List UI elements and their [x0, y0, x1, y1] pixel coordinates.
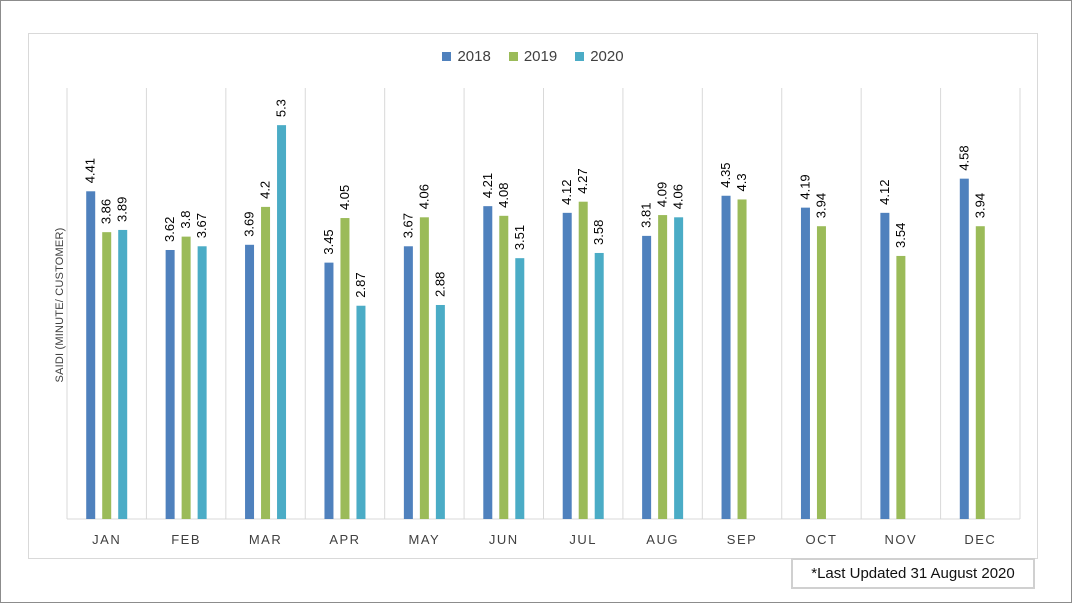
bar-may-2020 [435, 304, 445, 519]
data-label-nov-2018: 4.12 [877, 180, 892, 205]
legend-swatch-2020 [575, 52, 585, 61]
bar-apr-2019 [340, 218, 350, 520]
bar-apr-2020 [356, 305, 366, 519]
data-label-may-2018: 3.67 [400, 213, 415, 238]
bar-feb-2019 [181, 236, 191, 519]
data-label-aug-2019: 4.09 [655, 182, 670, 207]
data-label-aug-2018: 3.81 [639, 203, 654, 228]
bar-dec-2019 [975, 226, 985, 520]
bar-oct-2018 [800, 207, 810, 519]
legend-item-2018: 2018 [442, 48, 491, 65]
x-tick-label: SEP [727, 532, 758, 547]
bar-aug-2018 [642, 235, 652, 520]
data-label-jan-2018: 4.41 [83, 158, 98, 183]
data-label-jun-2020: 3.51 [512, 225, 527, 250]
bar-jan-2020 [118, 229, 128, 520]
data-label-may-2019: 4.06 [416, 184, 431, 209]
data-label-mar-2019: 4.2 [258, 181, 273, 199]
bar-nov-2019 [896, 255, 906, 519]
bar-jul-2019 [578, 201, 588, 519]
data-label-dec-2019: 3.94 [972, 193, 987, 218]
bar-mar-2019 [261, 206, 271, 519]
chart-legend: 2018 2019 2020 [29, 48, 1037, 65]
bar-jul-2018 [562, 212, 572, 520]
x-tick-label: JUL [569, 532, 597, 547]
data-label-jan-2020: 3.89 [115, 197, 130, 222]
data-label-jun-2018: 4.21 [480, 173, 495, 198]
x-tick-label: DEC [964, 532, 996, 547]
data-label-apr-2018: 3.45 [321, 229, 336, 254]
data-label-jul-2018: 4.12 [559, 180, 574, 205]
legend-label-2018: 2018 [457, 48, 491, 65]
x-tick-label: JUN [489, 532, 519, 547]
last-updated-note: *Last Updated 31 August 2020 [791, 558, 1035, 589]
data-label-aug-2020: 4.06 [671, 184, 686, 209]
data-label-jun-2019: 4.08 [496, 183, 511, 208]
bar-jun-2020 [515, 258, 525, 519]
data-label-dec-2018: 4.58 [956, 145, 971, 170]
bar-jun-2018 [483, 206, 493, 519]
data-label-jan-2019: 3.86 [99, 199, 114, 224]
bar-oct-2019 [816, 226, 826, 520]
x-tick-label: APR [329, 532, 360, 547]
x-tick-label: JAN [92, 532, 121, 547]
data-label-feb-2019: 3.8 [178, 211, 193, 229]
bar-feb-2020 [197, 246, 207, 519]
data-label-sep-2019: 4.3 [734, 173, 749, 191]
data-label-oct-2018: 4.19 [797, 174, 812, 199]
bar-dec-2018 [959, 178, 969, 519]
bar-nov-2018 [880, 212, 890, 520]
data-label-feb-2020: 3.67 [194, 213, 209, 238]
data-label-jul-2019: 4.27 [575, 168, 590, 193]
data-label-apr-2020: 2.87 [353, 272, 368, 297]
bar-mar-2018 [245, 244, 255, 519]
legend-item-2020: 2020 [575, 48, 624, 65]
bar-aug-2020 [674, 217, 684, 520]
y-axis-label: SAIDI (MINUTE/ CUSTOMER) [54, 227, 66, 383]
bar-jun-2019 [499, 215, 509, 520]
data-label-feb-2018: 3.62 [162, 217, 177, 242]
x-tick-label: MAR [249, 532, 282, 547]
bar-jan-2019 [102, 232, 112, 520]
x-tick-label: FEB [171, 532, 201, 547]
bar-sep-2018 [721, 195, 731, 519]
bar-apr-2018 [324, 262, 334, 519]
data-label-oct-2019: 3.94 [813, 193, 828, 218]
bar-jan-2018 [86, 191, 96, 519]
bar-sep-2019 [737, 199, 747, 519]
x-tick-label: NOV [885, 532, 918, 547]
bar-mar-2020 [277, 125, 287, 519]
x-tick-label: AUG [646, 532, 679, 547]
data-label-sep-2018: 4.35 [718, 162, 733, 187]
legend-label-2019: 2019 [523, 48, 558, 65]
bar-feb-2018 [165, 249, 175, 519]
data-label-apr-2019: 4.05 [337, 185, 352, 210]
bar-jul-2020 [594, 252, 604, 519]
chart-area: 2018 2019 2020 [28, 33, 1038, 559]
bar-may-2019 [419, 217, 429, 520]
data-label-jul-2020: 3.58 [591, 220, 606, 245]
legend-item-2019: 2019 [508, 48, 558, 65]
bar-aug-2019 [658, 215, 668, 520]
bar-may-2018 [403, 246, 413, 519]
legend-label-2020: 2020 [590, 48, 624, 65]
legend-swatch-2018 [442, 52, 452, 61]
x-tick-label: MAY [409, 532, 441, 547]
data-label-may-2020: 2.88 [432, 272, 447, 297]
data-label-nov-2019: 3.54 [893, 223, 908, 248]
data-label-mar-2018: 3.69 [242, 211, 257, 236]
legend-swatch-2019 [508, 52, 518, 61]
data-label-mar-2020: 5.3 [274, 99, 289, 117]
x-tick-label: OCT [805, 532, 837, 547]
